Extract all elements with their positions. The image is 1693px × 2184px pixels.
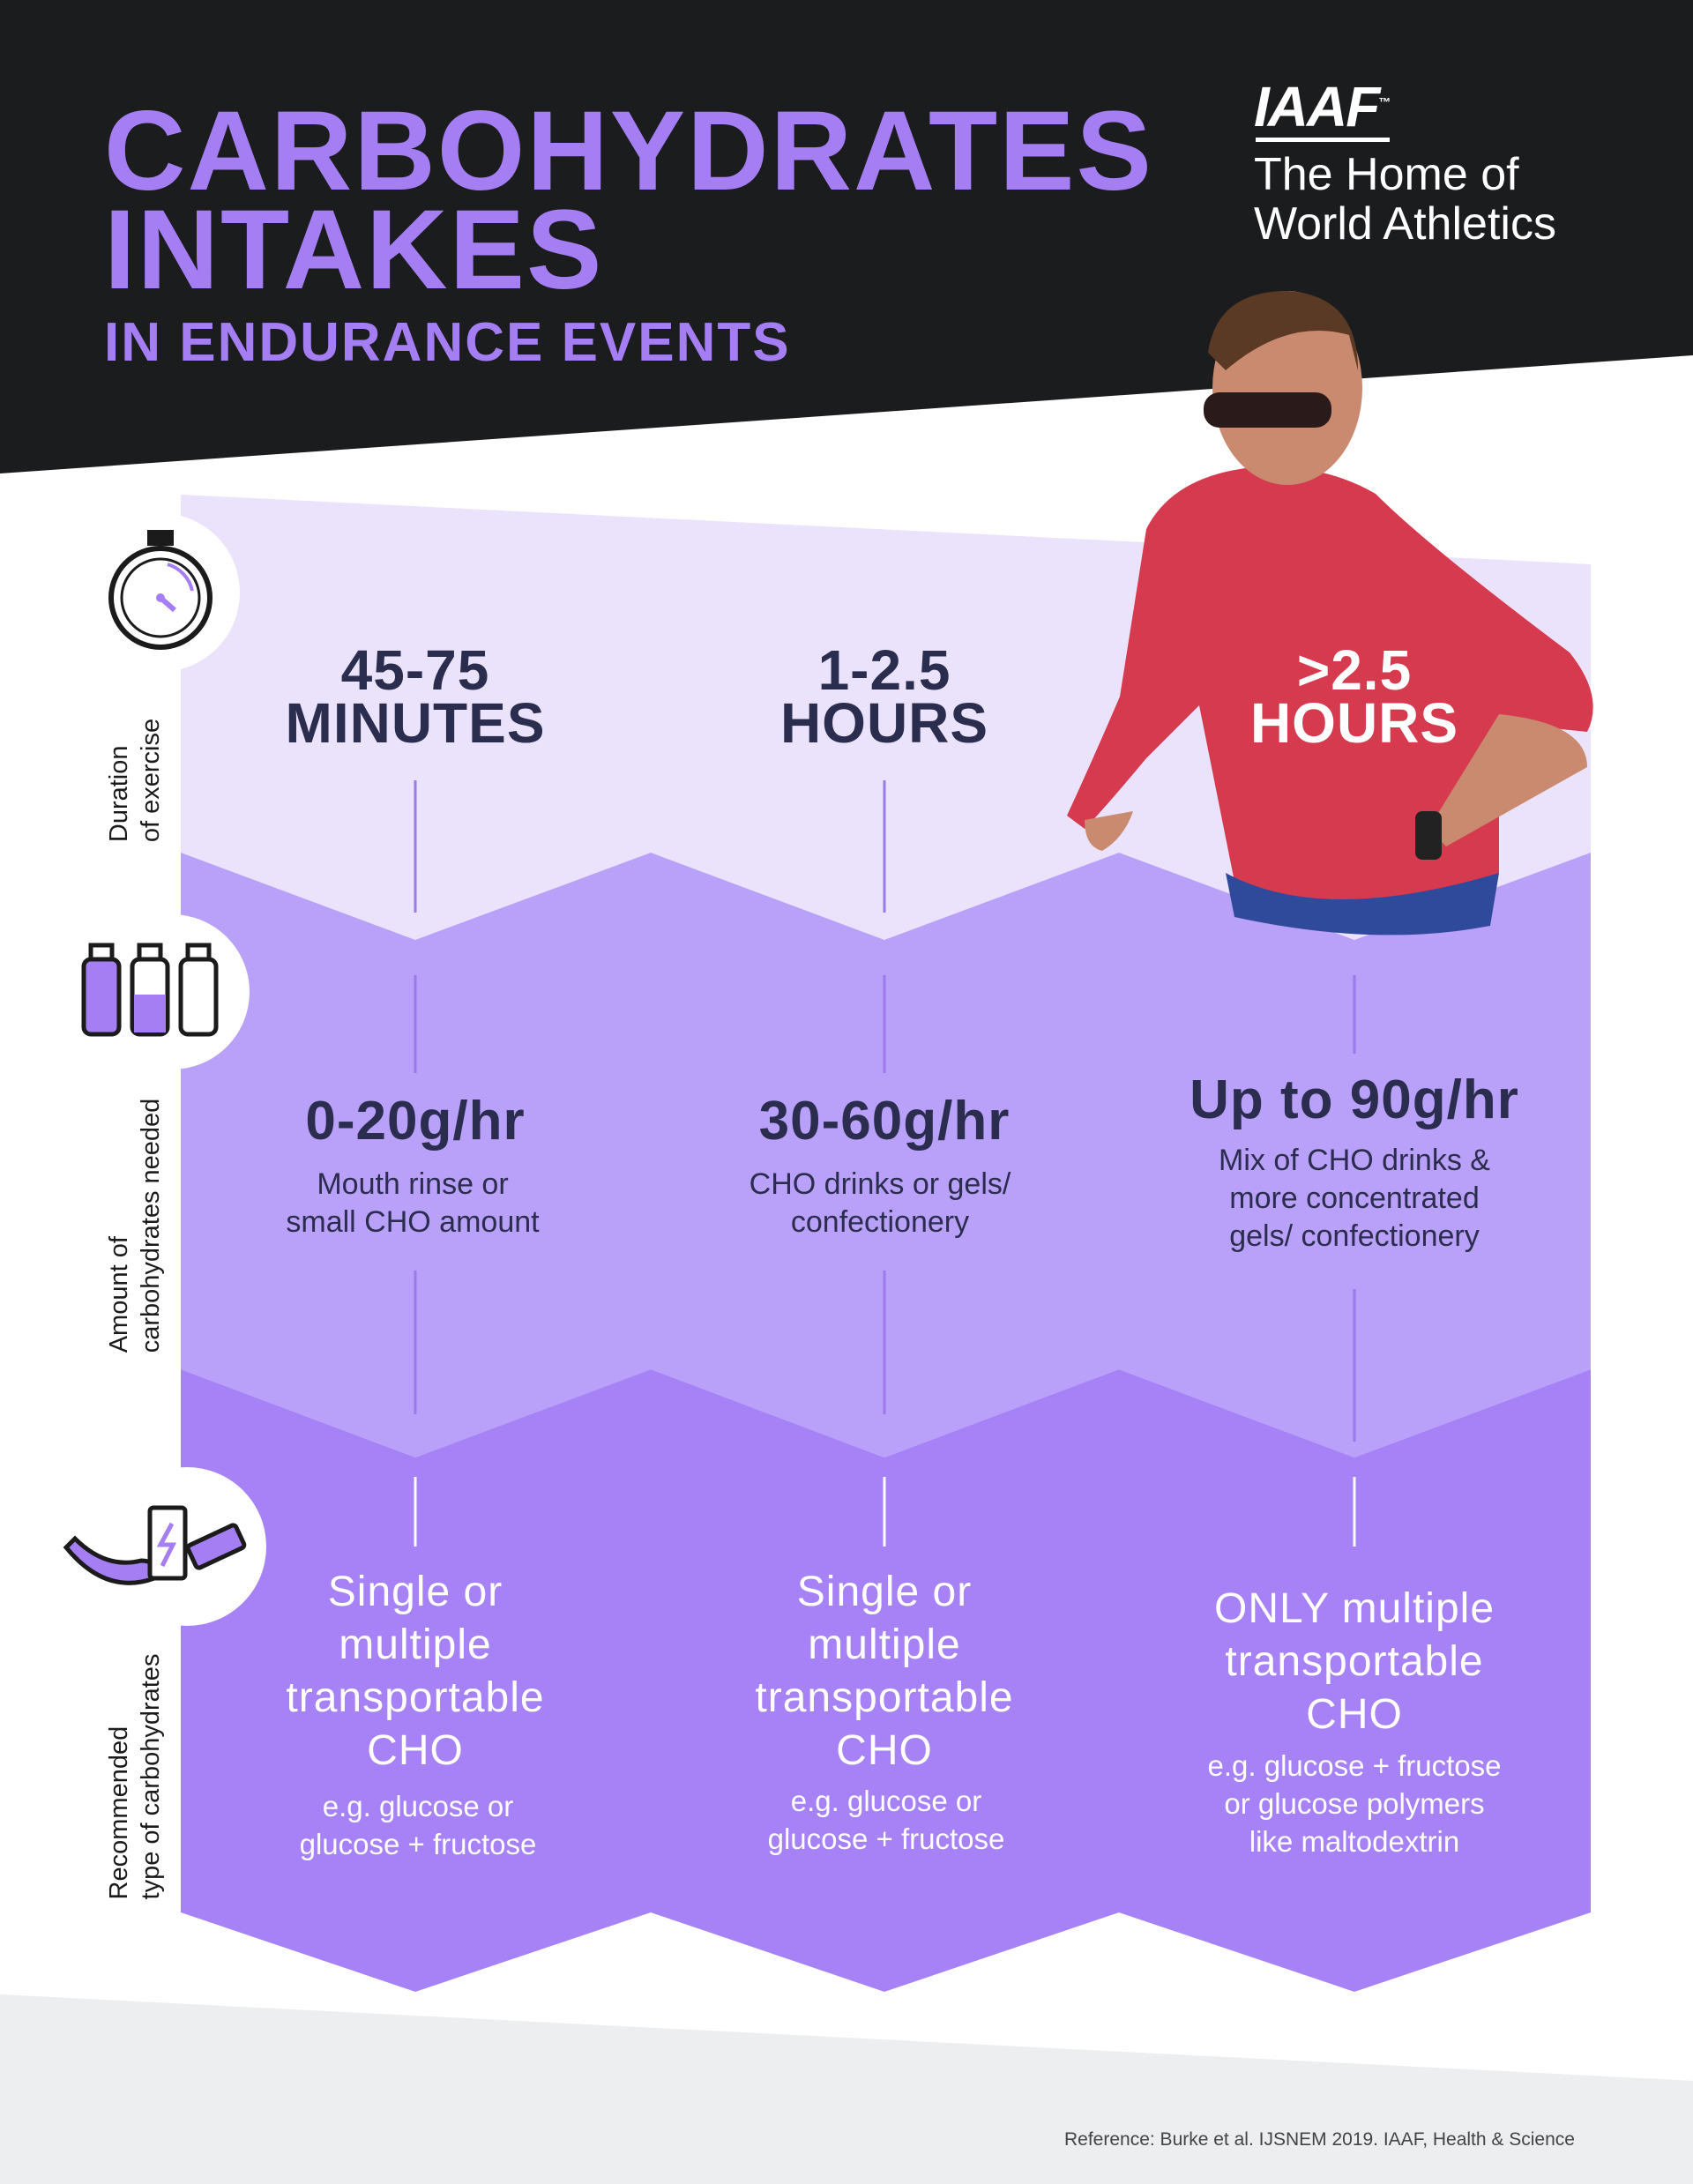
logo-divider <box>1256 138 1390 142</box>
type-col-3: ONLY multiple transportable CHO <box>1213 1585 1495 1738</box>
amount-col-3: Up to 90g/hr <box>1190 1070 1519 1130</box>
column-dividers <box>414 780 1356 1442</box>
type-col-2: Single or multiple transportable CHO <box>755 1569 1014 1774</box>
amount-band <box>181 853 1591 1457</box>
bottles-icon <box>81 943 219 1037</box>
amount-note-col-1: Mouth rinse or small CHO amount <box>286 1167 540 1239</box>
duration-col-2: 1-2.5 HOURS <box>779 638 989 755</box>
footer-band <box>0 1994 1693 2184</box>
row-label-duration: Duration of exercise <box>105 718 165 843</box>
iaaf-logo: IAAF™ <box>1254 75 1391 138</box>
title-line-1: CARBOHYDRATES <box>104 88 1153 214</box>
type-band <box>181 1369 1591 1992</box>
amount-col-1: 0-20g/hr <box>305 1091 526 1152</box>
row-label-type: Recommended type of carbohydrates <box>105 1653 165 1900</box>
subtitle: IN ENDURANCE EVENTS <box>104 312 791 373</box>
amount-note-col-2: CHO drinks or gels/confectionery <box>749 1167 1011 1239</box>
reference-text: Reference: Burke et al. IJSNEM 2019. IAA… <box>1064 2129 1575 2150</box>
row-label-amount: Amount of carbohydrates needed <box>105 1098 165 1353</box>
amount-col-2: 30-60g/hr <box>758 1091 1011 1152</box>
duration-col-1: 45-75 MINUTES <box>285 638 546 755</box>
banana-drink-gel-icon <box>63 1505 247 1585</box>
type-col-1: Single or multiple transportable CHO <box>286 1569 545 1774</box>
examples-col-3: e.g. glucose + fructose or glucose polyme… <box>1207 1749 1502 1858</box>
logo-tagline: The Home of World Athletics <box>1254 149 1556 250</box>
duration-col-3: >2.5 HOURS <box>1249 638 1459 755</box>
title-line-2: INTAKES <box>104 187 604 313</box>
stopwatch-icon <box>108 530 213 650</box>
examples-col-2: e.g. glucose or glucose + fructose <box>767 1785 1005 1855</box>
examples-col-1: e.g. glucose or glucose + fructose <box>299 1790 537 1860</box>
amount-note-col-3: Mix of CHO drinks & more concentrated gels… <box>1219 1144 1490 1253</box>
runner-photo <box>1067 291 1593 935</box>
